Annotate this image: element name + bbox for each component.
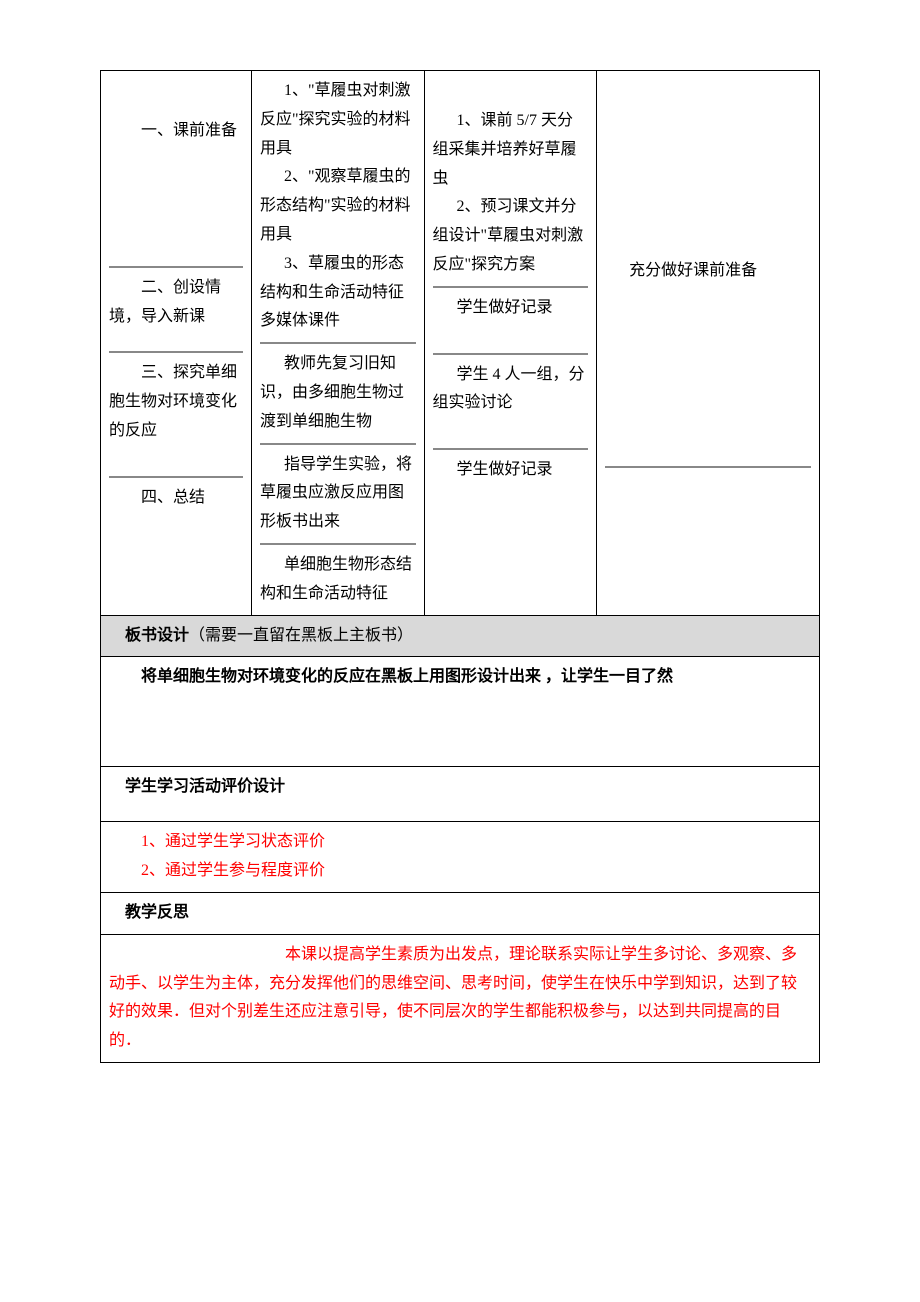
reflection-body-row: 本课以提高学生素质为出发点，理论联系实际让学生多讨论、多观察、多动手、以学生为主… bbox=[101, 934, 820, 1062]
evaluation-line1: 1、通过学生学习状态评价 bbox=[109, 828, 811, 857]
board-design-header-row: 板书设计（需要一直留在黑板上主板书） bbox=[101, 615, 820, 657]
board-design-header: 板书设计（需要一直留在黑板上主板书） bbox=[101, 615, 820, 657]
evaluation-header-row: 学生学习活动评价设计 bbox=[101, 767, 820, 822]
evaluation-line2: 2、通过学生参与程度评价 bbox=[109, 857, 811, 886]
reflection-header: 教学反思 bbox=[101, 892, 820, 934]
reflection-title: 教学反思 bbox=[109, 899, 811, 928]
stage-1: 一、课前准备 bbox=[109, 117, 243, 146]
notes-p1: 充分做好课前准备 bbox=[605, 257, 811, 286]
evaluation-title: 学生学习活动评价设计 bbox=[109, 773, 811, 802]
lesson-plan-table: 一、课前准备 二、创设情境，导入新课 三、探究单细胞生物对环境变化的反应 四、总… bbox=[100, 70, 820, 1063]
teacher-p6: 单细胞生物形态结构和生命活动特征 bbox=[260, 551, 416, 609]
student-p2: 2、预习课文并分组设计"草履虫对刺激反应"探究方案 bbox=[433, 193, 589, 279]
student-p4: 学生 4 人一组，分组实验讨论 bbox=[433, 361, 589, 419]
board-design-text: 将单细胞生物对环境变化的反应在黑板上用图形设计出来 ，让学生一目了然 bbox=[109, 663, 811, 692]
reflection-text: 本课以提高学生素质为出发点，理论联系实际让学生多讨论、多观察、多动手、以学生为主… bbox=[109, 941, 811, 1056]
teacher-p1: 1、"草履虫对刺激反应"探究实验的材料用具 bbox=[260, 77, 416, 163]
stage-2: 二、创设情境，导入新课 bbox=[109, 274, 243, 332]
teacher-p4: 教师先复习旧知识，由多细胞生物过渡到单细胞生物 bbox=[260, 350, 416, 436]
board-design-body: 将单细胞生物对环境变化的反应在黑板上用图形设计出来 ，让学生一目了然 bbox=[101, 657, 820, 767]
stage-4: 四、总结 bbox=[109, 484, 243, 513]
teacher-p3: 3、草履虫的形态结构和生命活动特征多媒体课件 bbox=[260, 250, 416, 336]
board-design-body-row: 将单细胞生物对环境变化的反应在黑板上用图形设计出来 ，让学生一目了然 bbox=[101, 657, 820, 767]
evaluation-header: 学生学习活动评价设计 bbox=[101, 767, 820, 822]
process-row: 一、课前准备 二、创设情境，导入新课 三、探究单细胞生物对环境变化的反应 四、总… bbox=[101, 71, 820, 616]
board-design-title: 板书设计 bbox=[125, 627, 189, 644]
notes-column: 充分做好课前准备 bbox=[597, 71, 820, 616]
board-design-subtitle: （需要一直留在黑板上主板书） bbox=[189, 627, 413, 644]
teacher-p5: 指导学生实验，将草履虫应激反应用图形板书出来 bbox=[260, 451, 416, 537]
student-p5: 学生做好记录 bbox=[433, 456, 589, 485]
student-activity-column: 1、课前 5/7 天分组采集并培养好草履虫 2、预习课文并分组设计"草履虫对刺激… bbox=[424, 71, 597, 616]
reflection-header-row: 教学反思 bbox=[101, 892, 820, 934]
stage-3: 三、探究单细胞生物对环境变化的反应 bbox=[109, 359, 243, 445]
stage-column: 一、课前准备 二、创设情境，导入新课 三、探究单细胞生物对环境变化的反应 四、总… bbox=[101, 71, 252, 616]
teacher-p2: 2、"观察草履虫的形态结构"实验的材料用具 bbox=[260, 163, 416, 249]
student-p3: 学生做好记录 bbox=[433, 294, 589, 323]
student-p1: 1、课前 5/7 天分组采集并培养好草履虫 bbox=[433, 107, 589, 193]
evaluation-body-row: 1、通过学生学习状态评价 2、通过学生参与程度评价 bbox=[101, 822, 820, 893]
teacher-activity-column: 1、"草履虫对刺激反应"探究实验的材料用具 2、"观察草履虫的形态结构"实验的材… bbox=[251, 71, 424, 616]
reflection-body: 本课以提高学生素质为出发点，理论联系实际让学生多讨论、多观察、多动手、以学生为主… bbox=[101, 934, 820, 1062]
evaluation-body: 1、通过学生学习状态评价 2、通过学生参与程度评价 bbox=[101, 822, 820, 893]
